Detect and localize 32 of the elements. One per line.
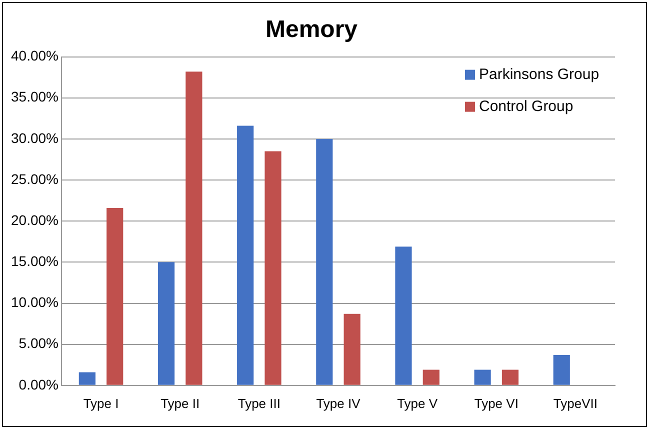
x-tick-label: Type V (397, 396, 438, 411)
bar (237, 126, 254, 385)
y-tick-label: 0.00% (18, 376, 58, 392)
bar (502, 370, 519, 385)
bar (344, 314, 360, 385)
bar (186, 72, 202, 385)
bar (553, 355, 570, 385)
bar (316, 138, 333, 385)
y-tick-label: 15.00% (11, 253, 58, 270)
bar (106, 208, 124, 385)
x-tick-label: TypeVII (553, 396, 598, 411)
chart-title: Memory (265, 16, 358, 44)
y-tick-label: 40.00% (11, 48, 58, 64)
x-tick-label: Type III (238, 396, 280, 411)
legend-label: Control Group (479, 98, 574, 115)
bar (158, 262, 175, 385)
x-tick-label: Type VI (474, 396, 518, 411)
bar (395, 246, 412, 385)
y-tick-label: 30.00% (11, 130, 58, 146)
y-tick-label: 25.00% (11, 170, 58, 187)
bar (474, 370, 491, 385)
bar (78, 372, 96, 385)
bar (422, 370, 440, 385)
bar (264, 151, 282, 385)
y-tick-label: 5.00% (18, 335, 58, 352)
y-tick-label: 10.00% (11, 294, 58, 310)
y-tick-label: 20.00% (11, 212, 58, 228)
x-tick-label: Type IV (316, 396, 361, 411)
x-tick-label: Type II (160, 396, 200, 411)
legend-label: Parkinsons Group (479, 66, 600, 83)
x-tick-label: Type I (83, 396, 119, 411)
y-tick-label: 35.00% (11, 88, 58, 105)
